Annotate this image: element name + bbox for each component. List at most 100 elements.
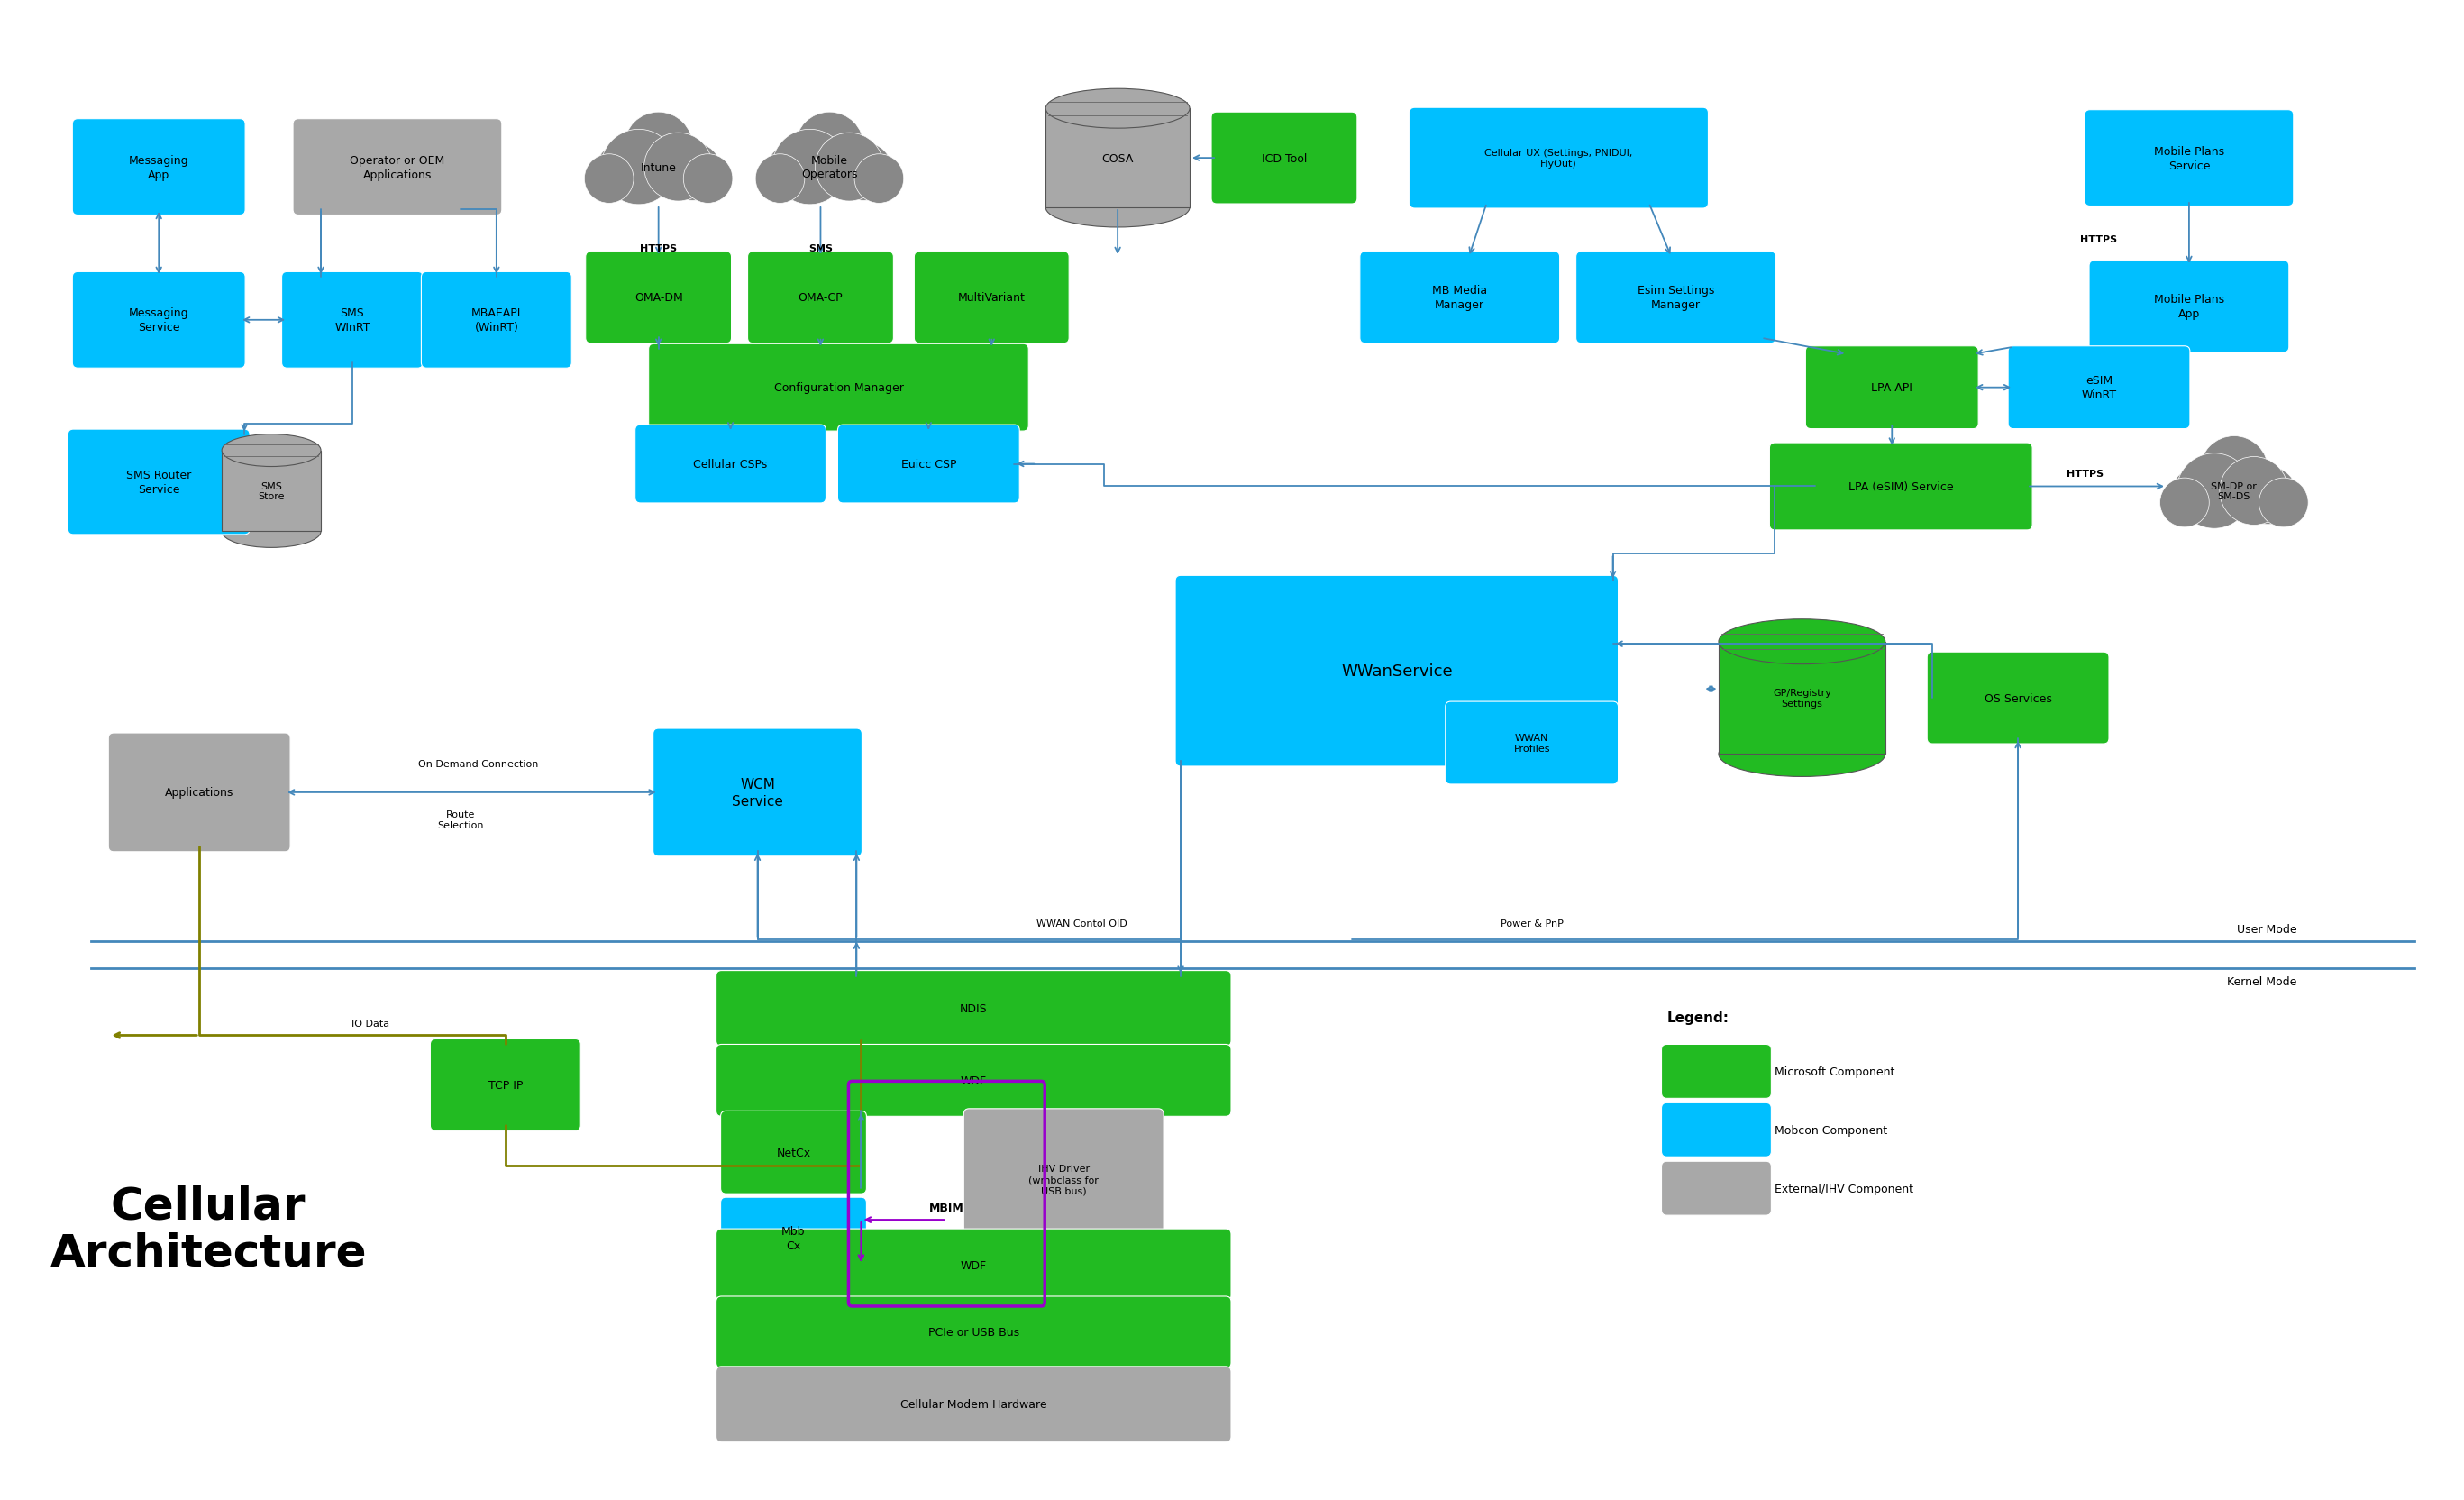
Text: HTTPS: HTTPS: [2080, 236, 2117, 244]
Text: Esim Settings
Manager: Esim Settings Manager: [1639, 285, 1715, 310]
Text: WCM
Service: WCM Service: [732, 777, 784, 809]
Text: Euicc CSP: Euicc CSP: [902, 459, 956, 471]
FancyBboxPatch shape: [1661, 1102, 1772, 1156]
Text: TCP IP: TCP IP: [488, 1078, 522, 1090]
FancyBboxPatch shape: [2089, 261, 2289, 352]
Text: Route
Selection: Route Selection: [436, 810, 483, 830]
Text: OMA-CP: OMA-CP: [798, 292, 843, 305]
FancyBboxPatch shape: [914, 252, 1069, 344]
Text: Operator or OEM
Applications: Operator or OEM Applications: [350, 154, 446, 180]
Text: WDF: WDF: [961, 1258, 986, 1270]
Circle shape: [2161, 479, 2210, 528]
FancyBboxPatch shape: [71, 273, 246, 369]
Text: User Mode: User Mode: [2237, 924, 2296, 936]
Text: HTTPS: HTTPS: [641, 245, 678, 254]
Text: NDIS: NDIS: [961, 1002, 988, 1014]
Text: Power & PnP: Power & PnP: [1501, 918, 1562, 927]
Text: Mobile Plans
Service: Mobile Plans Service: [2154, 146, 2225, 171]
Ellipse shape: [1717, 620, 1885, 664]
FancyBboxPatch shape: [421, 273, 572, 369]
FancyBboxPatch shape: [838, 426, 1020, 504]
Circle shape: [643, 134, 712, 203]
Circle shape: [2220, 458, 2289, 525]
Text: SMS
WInRT: SMS WInRT: [335, 308, 370, 333]
Text: SM-DP or
SM-DS: SM-DP or SM-DS: [2210, 482, 2257, 501]
Text: OMA-DM: OMA-DM: [633, 292, 683, 305]
Text: SMS
Store: SMS Store: [259, 482, 286, 501]
Text: NetCx: NetCx: [776, 1146, 811, 1158]
Ellipse shape: [222, 435, 320, 466]
FancyBboxPatch shape: [586, 252, 732, 344]
FancyBboxPatch shape: [2008, 346, 2190, 429]
Circle shape: [756, 154, 806, 204]
FancyBboxPatch shape: [1806, 346, 1979, 429]
Circle shape: [584, 154, 633, 204]
Text: MBAEAPI
(WinRT): MBAEAPI (WinRT): [471, 308, 522, 333]
Text: LPA API: LPA API: [1870, 382, 1912, 394]
Text: SMS: SMS: [808, 245, 833, 254]
Circle shape: [771, 130, 848, 206]
FancyBboxPatch shape: [293, 120, 503, 216]
Text: Intune: Intune: [641, 162, 678, 174]
FancyBboxPatch shape: [636, 426, 825, 504]
FancyBboxPatch shape: [71, 120, 246, 216]
FancyBboxPatch shape: [719, 1112, 867, 1194]
Text: Cellular CSPs: Cellular CSPs: [692, 459, 769, 471]
Circle shape: [2240, 466, 2296, 525]
Text: Microsoft Component: Microsoft Component: [1774, 1065, 1895, 1077]
Circle shape: [623, 112, 692, 182]
FancyBboxPatch shape: [717, 1296, 1232, 1368]
Text: Mobcon Component: Mobcon Component: [1774, 1124, 1887, 1136]
FancyBboxPatch shape: [281, 273, 424, 369]
Text: WWAN
Profiles: WWAN Profiles: [1513, 734, 1550, 753]
Text: Kernel Mode: Kernel Mode: [2227, 975, 2296, 987]
Text: MB Media
Manager: MB Media Manager: [1432, 285, 1488, 310]
Text: Applications: Applications: [165, 788, 234, 798]
FancyBboxPatch shape: [1446, 702, 1619, 785]
Text: Cellular
Architecture: Cellular Architecture: [49, 1184, 367, 1274]
FancyBboxPatch shape: [653, 729, 862, 856]
Text: Messaging
Service: Messaging Service: [128, 308, 190, 333]
Circle shape: [2259, 479, 2309, 528]
Text: SMS Router
Service: SMS Router Service: [126, 470, 192, 495]
Text: MBIM: MBIM: [929, 1202, 963, 1214]
FancyBboxPatch shape: [1661, 1044, 1772, 1098]
FancyBboxPatch shape: [1175, 576, 1619, 766]
Text: IO Data: IO Data: [352, 1020, 389, 1029]
Circle shape: [796, 112, 865, 182]
Circle shape: [2171, 466, 2230, 525]
Text: HTTPS: HTTPS: [2067, 470, 2104, 479]
Text: OS Services: OS Services: [1984, 693, 2053, 704]
Circle shape: [663, 142, 722, 201]
FancyBboxPatch shape: [1769, 444, 2033, 531]
Ellipse shape: [222, 516, 320, 548]
FancyBboxPatch shape: [717, 1044, 1232, 1116]
FancyBboxPatch shape: [717, 970, 1232, 1047]
FancyBboxPatch shape: [1661, 1161, 1772, 1215]
Text: eSIM
WinRT: eSIM WinRT: [2082, 375, 2117, 400]
Text: Messaging
App: Messaging App: [128, 154, 190, 180]
FancyBboxPatch shape: [108, 734, 291, 852]
Text: External/IHV Component: External/IHV Component: [1774, 1182, 1915, 1194]
Text: Mobile
Operators: Mobile Operators: [801, 154, 857, 180]
FancyBboxPatch shape: [717, 1366, 1232, 1441]
Bar: [1717, 642, 1885, 754]
Circle shape: [835, 142, 892, 201]
Text: PCIe or USB Bus: PCIe or USB Bus: [929, 1326, 1020, 1338]
Ellipse shape: [1045, 90, 1190, 129]
Text: Cellular Modem Hardware: Cellular Modem Hardware: [899, 1398, 1047, 1410]
Text: Cellular UX (Settings, PNIDUI,
FlyOut): Cellular UX (Settings, PNIDUI, FlyOut): [1486, 149, 1634, 168]
Circle shape: [766, 142, 825, 201]
Text: WWAN Contol OID: WWAN Contol OID: [1037, 918, 1126, 927]
Text: WWanService: WWanService: [1340, 663, 1451, 680]
Circle shape: [2200, 436, 2269, 506]
FancyBboxPatch shape: [717, 1228, 1232, 1300]
FancyBboxPatch shape: [1577, 252, 1777, 344]
FancyBboxPatch shape: [69, 430, 249, 536]
Text: Mbb
Cx: Mbb Cx: [781, 1225, 806, 1251]
Text: COSA: COSA: [1101, 153, 1133, 165]
Bar: [1045, 110, 1190, 209]
FancyBboxPatch shape: [747, 252, 894, 344]
Text: GP/Registry
Settings: GP/Registry Settings: [1772, 689, 1831, 708]
Text: Configuration Manager: Configuration Manager: [774, 382, 904, 394]
